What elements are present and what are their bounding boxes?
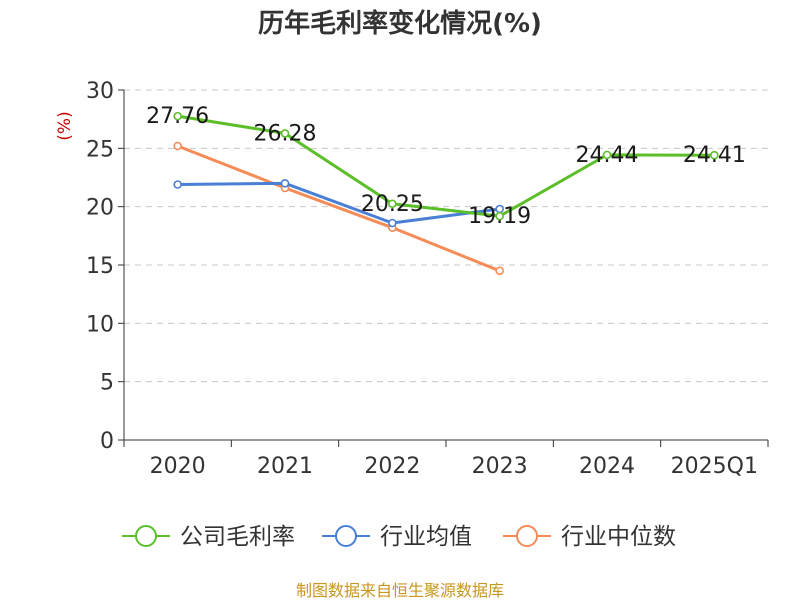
- data-point: [495, 211, 504, 221]
- y-tick-label: 25: [86, 137, 114, 162]
- data-point: [173, 180, 182, 189]
- data-label: 24.44: [576, 143, 639, 168]
- y-tick-label: 0: [100, 429, 114, 454]
- legend-label: 行业中位数: [561, 524, 676, 550]
- data-labels: 27.76 26.28 20.25 19.19 24.44 24.41: [146, 104, 746, 229]
- data-point: [280, 129, 290, 138]
- y-tick-label: 5: [100, 371, 114, 396]
- chart-title: 历年毛利率变化情况(%): [258, 8, 542, 39]
- legend-label: 行业均值: [380, 524, 472, 550]
- data-point: [388, 199, 397, 209]
- data-label: 20.25: [361, 192, 424, 217]
- data-point: [710, 150, 719, 160]
- x-tick-label: 2023: [472, 454, 528, 479]
- legend-label: 公司毛利率: [180, 524, 295, 550]
- data-label: 26.28: [254, 121, 317, 146]
- legend: 公司毛利率 行业均值 行业中位数: [122, 524, 676, 550]
- y-tick-label: 30: [86, 79, 114, 104]
- legend-marker-icon: [135, 525, 157, 547]
- data-point: [173, 111, 182, 121]
- series-line: [177, 144, 501, 273]
- data-point: [602, 150, 612, 160]
- data-point: [495, 266, 504, 276]
- data-label: 19.19: [468, 204, 531, 229]
- gridlines: [124, 89, 768, 383]
- x-tick-label: 2022: [364, 454, 420, 479]
- y-tick-label: 20: [86, 196, 114, 221]
- data-point: [280, 179, 290, 188]
- y-tick-label: 15: [86, 254, 114, 279]
- y-tick-label: 10: [86, 312, 114, 337]
- x-tick-label: 2020: [150, 454, 206, 479]
- legend-marker-icon: [335, 525, 357, 547]
- x-tick-label: 2024: [579, 454, 635, 479]
- axes: 0 5 10 15 20 25 30 2020 2021 2022 2023 2024 2025Q1: [86, 79, 769, 479]
- series-line: [177, 181, 500, 225]
- data-label: 24.41: [683, 143, 746, 168]
- data-point: [388, 218, 397, 228]
- source-note: 制图数据来自恒生聚源数据库: [296, 581, 504, 600]
- y-axis-label: (%): [55, 111, 75, 140]
- series-line: [177, 114, 715, 218]
- data-label: 27.76: [146, 104, 209, 129]
- data-point: [173, 141, 182, 151]
- x-tick-label: 2021: [257, 454, 313, 479]
- legend-marker-icon: [516, 525, 538, 547]
- x-tick-label: 2025Q1: [671, 454, 758, 479]
- series-group: [173, 111, 719, 276]
